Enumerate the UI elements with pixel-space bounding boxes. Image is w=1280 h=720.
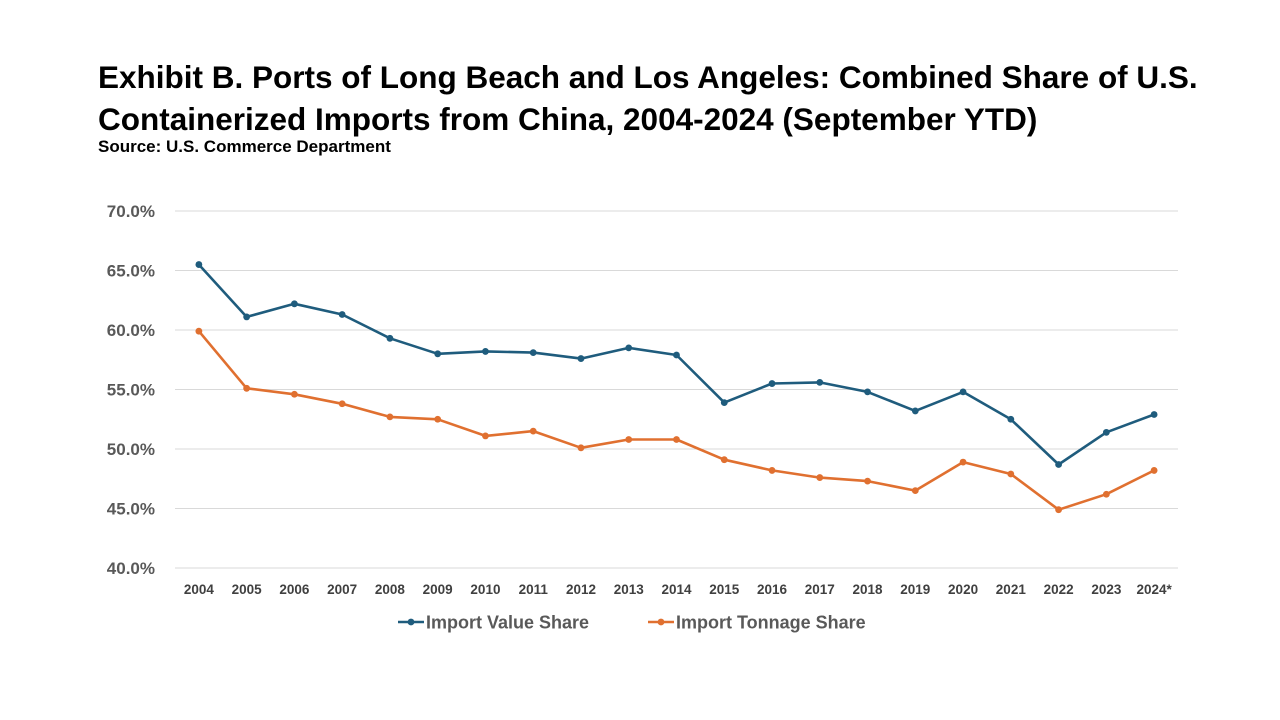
legend-dot-marker (407, 618, 415, 626)
x-tick-label: 2011 (519, 582, 549, 597)
x-tick-label: 2012 (566, 582, 596, 597)
y-tick-label: 45.0% (107, 500, 155, 519)
chart-legend: Import Value Share Import Tonnage Share (398, 613, 866, 633)
x-tick-label: 2006 (279, 582, 310, 597)
data-point (625, 344, 633, 352)
data-point (386, 413, 394, 421)
x-tick-label: 2022 (1044, 582, 1074, 597)
y-tick-label: 50.0% (107, 440, 155, 459)
data-point (386, 334, 394, 342)
x-tick-label: 2015 (709, 582, 740, 597)
x-tick-label: 2024* (1136, 582, 1172, 597)
x-tick-label: 2021 (996, 582, 1027, 597)
data-point (911, 487, 919, 495)
data-point (195, 261, 203, 268)
data-point (1150, 411, 1158, 418)
legend-item: Import Tonnage Share (648, 613, 866, 633)
x-tick-label: 2014 (661, 582, 692, 597)
data-point (482, 432, 489, 440)
data-point (720, 399, 728, 406)
data-point (529, 349, 537, 357)
data-point (625, 436, 633, 443)
y-axis-ticks: 40.0% 45.0% 50.0% 55.0% 60.0% 65.0% 70.0% (107, 202, 155, 578)
data-point (1102, 490, 1110, 498)
data-point (243, 384, 251, 392)
y-tick-label: 70.0% (107, 202, 155, 221)
x-tick-label: 2013 (614, 582, 645, 597)
data-point (864, 388, 871, 396)
data-point (768, 467, 776, 474)
data-point (864, 477, 871, 485)
x-tick-label: 2009 (423, 582, 453, 597)
x-tick-label: 2004 (184, 582, 215, 597)
legend-label: Import Tonnage Share (676, 613, 866, 633)
data-point (673, 436, 680, 443)
y-tick-label: 65.0% (107, 262, 155, 281)
gridlines (175, 210, 1178, 569)
data-point (291, 300, 298, 308)
data-point (291, 390, 298, 398)
x-tick-label: 2010 (470, 582, 500, 597)
data-point (195, 327, 203, 335)
legend-label: Import Value Share (426, 613, 589, 633)
x-tick-label: 2007 (327, 582, 357, 597)
data-point (529, 427, 537, 435)
x-tick-label: 2023 (1091, 582, 1122, 597)
series-lines (195, 261, 1158, 514)
x-tick-label: 2016 (757, 582, 788, 597)
data-point (720, 456, 728, 464)
data-point (1007, 470, 1015, 478)
data-point (577, 444, 585, 452)
data-point (1150, 467, 1158, 474)
data-point (338, 311, 346, 318)
data-point (1055, 506, 1062, 514)
data-point (434, 415, 442, 423)
data-point (434, 350, 442, 358)
x-tick-label: 2017 (805, 582, 835, 597)
x-tick-label: 2019 (900, 582, 930, 597)
data-point (1055, 461, 1062, 468)
data-point (959, 458, 967, 466)
chart-subtitle: Source: U.S. Commerce Department (98, 137, 391, 156)
data-point (338, 400, 346, 408)
data-point (959, 388, 967, 396)
data-point (768, 380, 776, 387)
series-line-import-value-share (197, 263, 1156, 466)
x-tick-label: 2020 (948, 582, 978, 597)
data-point (911, 407, 919, 415)
x-axis-ticks: 2004 2005 2006 2007 2008 2009 2010 2011 2012 2013… (184, 582, 1173, 597)
y-tick-label: 55.0% (107, 381, 155, 400)
chart-title: Exhibit B. Ports of Long Beach and Los A… (98, 59, 1198, 137)
x-tick-label: 2008 (375, 582, 406, 597)
data-point (1102, 428, 1110, 436)
x-tick-label: 2018 (853, 582, 884, 597)
data-point (243, 313, 251, 321)
y-tick-label: 60.0% (107, 321, 155, 340)
data-point (1007, 415, 1015, 423)
data-point (816, 474, 824, 481)
x-tick-label: 2005 (232, 582, 263, 597)
legend-item: Import Value Share (398, 613, 589, 633)
data-point (673, 351, 680, 359)
data-point (577, 355, 585, 362)
data-point (816, 378, 824, 386)
data-point (482, 348, 489, 355)
legend-dot-marker (657, 618, 665, 626)
y-tick-label: 40.0% (107, 559, 155, 578)
